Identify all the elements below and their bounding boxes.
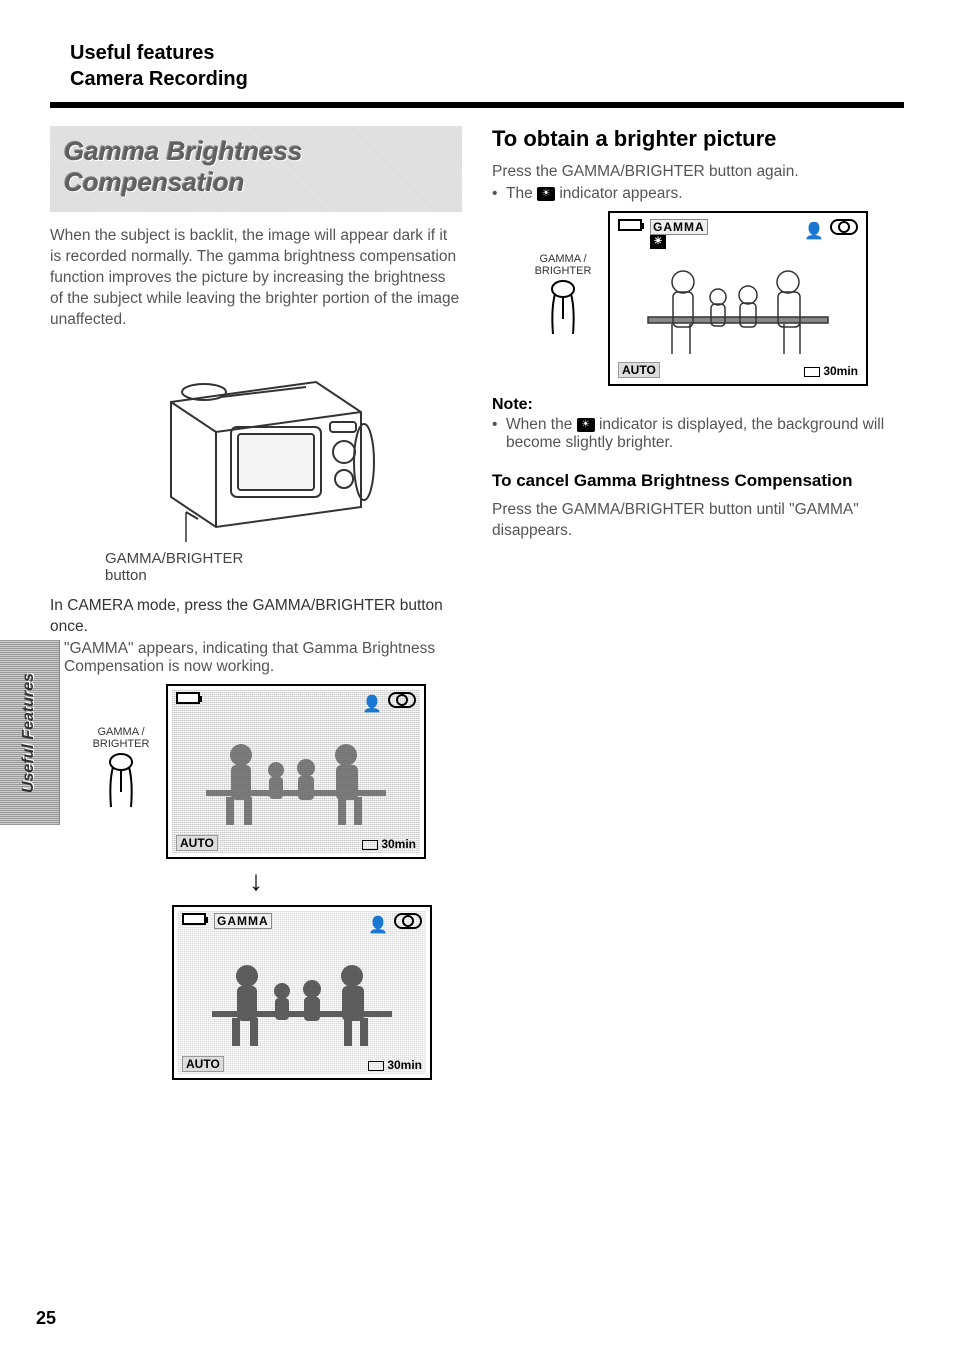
header-line1: Useful features bbox=[70, 40, 904, 66]
eye-steady-icon bbox=[830, 219, 858, 235]
tape-time-indicator: 30min bbox=[368, 1058, 422, 1072]
gamma-button-diagram: GAMMA / BRIGHTER bbox=[528, 253, 598, 344]
eye-steady-icon bbox=[394, 913, 422, 929]
cancel-body: Press the GAMMA/BRIGHTER button until "G… bbox=[492, 500, 904, 542]
brightness-indicator-icon: ☀ bbox=[650, 235, 666, 249]
cancel-heading: To cancel Gamma Brightness Compensation bbox=[492, 470, 904, 492]
bullet-dot: • bbox=[492, 416, 506, 452]
battery-icon bbox=[182, 913, 206, 925]
battery-icon bbox=[176, 692, 200, 704]
note-text: When the ☀ indicator is displayed, the b… bbox=[506, 416, 904, 452]
button-press-icon bbox=[101, 752, 141, 812]
auto-indicator: AUTO bbox=[618, 362, 660, 378]
button-press-icon bbox=[543, 279, 583, 339]
scene-row-1: GAMMA / BRIGHTER bbox=[50, 684, 462, 859]
camcorder-label-l1: GAMMA/BRIGHTER bbox=[105, 550, 243, 567]
lcd-scene-before: 👤 AUTO 30min bbox=[166, 684, 426, 859]
family-silhouette-icon bbox=[638, 262, 838, 362]
bullet-text: The ☀ indicator appears. bbox=[506, 185, 683, 203]
right-column: To obtain a brighter picture Press the G… bbox=[492, 126, 904, 1080]
bullet-indicator-appears: • The ☀ indicator appears. bbox=[492, 185, 904, 203]
bullet-dot: • bbox=[492, 185, 506, 203]
section-title-l2: Compensation bbox=[64, 167, 448, 198]
two-column-layout: Gamma Brightness Compensation When the s… bbox=[50, 126, 904, 1080]
scene-row-2: GAMMA 👤 AUTO 30min bbox=[50, 905, 462, 1080]
section-title-l1: Gamma Brightness bbox=[64, 136, 448, 167]
down-arrow-icon: ↓ bbox=[50, 865, 462, 897]
scene-row-brighter: GAMMA / BRIGHTER bbox=[492, 211, 904, 386]
button-label-l1: GAMMA / bbox=[528, 253, 598, 265]
family-silhouette-icon bbox=[196, 735, 396, 835]
page-number: 25 bbox=[36, 1308, 56, 1329]
button-label-l1: GAMMA / bbox=[86, 726, 156, 738]
note-heading: Note: bbox=[492, 396, 904, 414]
brightness-indicator-icon: ☀ bbox=[577, 418, 595, 432]
auto-indicator: AUTO bbox=[182, 1056, 224, 1072]
brighter-heading: To obtain a brighter picture bbox=[492, 126, 904, 152]
bullet-text: "GAMMA" appears, indicating that Gamma B… bbox=[64, 640, 462, 676]
header-rule bbox=[50, 102, 904, 108]
intro-paragraph: When the subject is backlit, the image w… bbox=[50, 226, 462, 331]
button-label-l2: BRIGHTER bbox=[86, 738, 156, 750]
camcorder-icon bbox=[116, 347, 396, 547]
family-silhouette-icon bbox=[202, 956, 402, 1056]
header-line2: Camera Recording bbox=[70, 66, 904, 92]
side-tab-label: Useful Features bbox=[21, 672, 39, 792]
person-icon: 👤 bbox=[368, 915, 388, 935]
tape-time-indicator: 30min bbox=[362, 837, 416, 851]
camcorder-label: GAMMA/BRIGHTER button bbox=[105, 550, 462, 584]
lcd-scene-brighter: GAMMA ☀ 👤 AUTO 30min bbox=[608, 211, 868, 386]
left-column: Gamma Brightness Compensation When the s… bbox=[50, 126, 462, 1080]
lcd-scene-gamma: GAMMA 👤 AUTO 30min bbox=[172, 905, 432, 1080]
gamma-indicator: GAMMA bbox=[214, 913, 272, 929]
person-icon: 👤 bbox=[804, 221, 824, 241]
camcorder-illustration bbox=[50, 347, 462, 552]
eye-steady-icon bbox=[388, 692, 416, 708]
auto-indicator: AUTO bbox=[176, 835, 218, 851]
battery-icon bbox=[618, 219, 642, 231]
brightness-indicator-icon: ☀ bbox=[537, 187, 555, 201]
button-label-l2: BRIGHTER bbox=[528, 265, 598, 277]
gamma-button-diagram: GAMMA / BRIGHTER bbox=[86, 726, 156, 817]
brighter-p1: Press the GAMMA/BRIGHTER button again. bbox=[492, 162, 904, 183]
camcorder-label-l2: button bbox=[105, 567, 147, 584]
person-icon: 👤 bbox=[362, 694, 382, 714]
note-bullet: • When the ☀ indicator is displayed, the… bbox=[492, 416, 904, 452]
step1-text: In CAMERA mode, press the GAMMA/BRIGHTER… bbox=[50, 596, 462, 638]
side-tab: Useful Features bbox=[0, 640, 60, 825]
page-header: Useful features Camera Recording bbox=[70, 40, 904, 92]
section-title-box: Gamma Brightness Compensation bbox=[50, 126, 462, 212]
bullet-gamma-appears: • "GAMMA" appears, indicating that Gamma… bbox=[50, 640, 462, 676]
gamma-indicator: GAMMA bbox=[650, 219, 708, 235]
tape-time-indicator: 30min bbox=[804, 364, 858, 378]
